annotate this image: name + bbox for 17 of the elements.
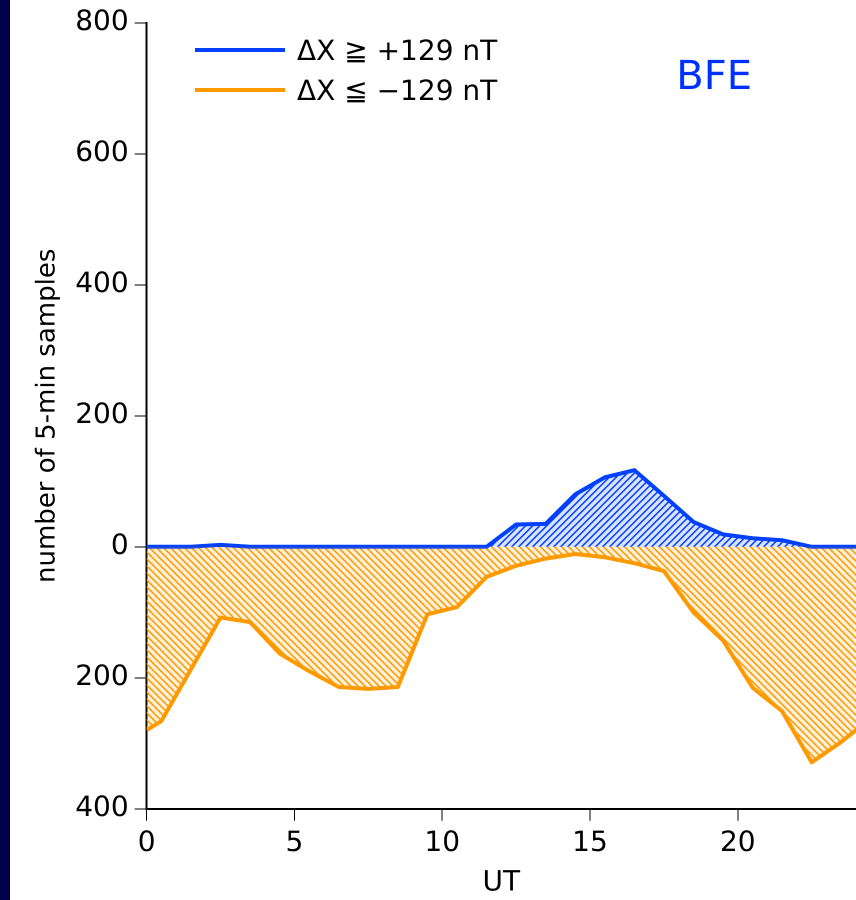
y-axis-title: number of 5-min samples [31, 248, 62, 583]
y-tick-label: 800 [75, 4, 129, 38]
y-tick-label: 200 [75, 397, 129, 430]
x-tick-label: 5 [286, 824, 304, 858]
legend-label: ΔX ≦ −129 nT [297, 74, 498, 106]
x-tick-label: 20 [720, 824, 756, 858]
x-axis-title: UT [482, 864, 522, 898]
y-tick-label: 400 [75, 266, 129, 300]
x-tick-label: 0 [138, 824, 156, 858]
y-tick-label: 400 [75, 790, 129, 824]
y-tick-label: 200 [75, 659, 129, 692]
x-tick-label: 15 [572, 824, 608, 858]
x-tick-label: 10 [424, 824, 460, 858]
legend-label: ΔX ≧ +129 nT [297, 34, 498, 66]
y-tick-label: 600 [75, 135, 129, 168]
text: BFE [676, 53, 752, 100]
y-tick-label: 0 [110, 528, 129, 562]
